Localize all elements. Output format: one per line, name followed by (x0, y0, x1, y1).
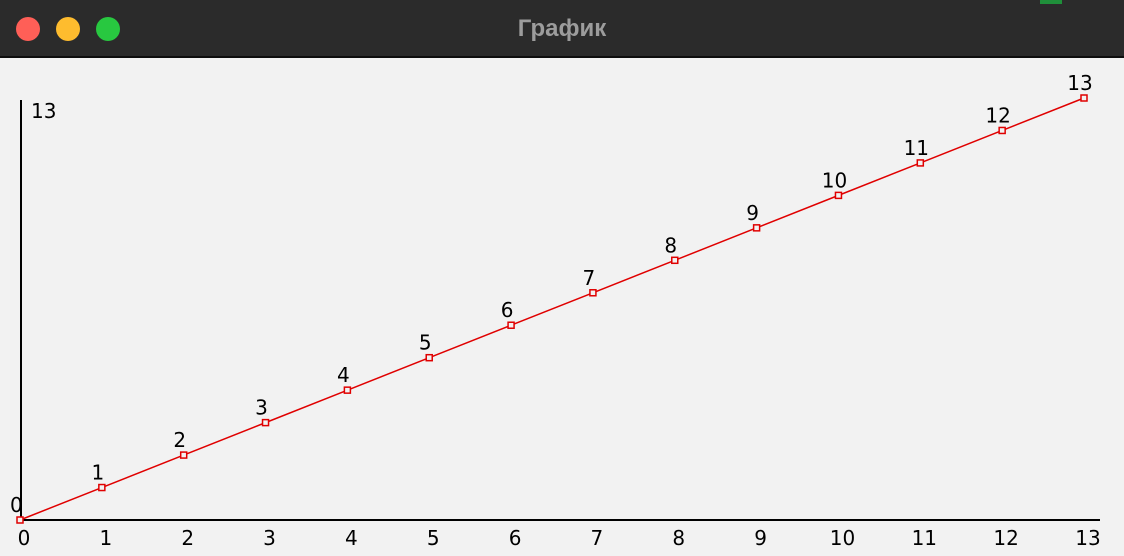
data-point-marker (98, 483, 106, 492)
x-tick-label: 11 (912, 526, 937, 550)
data-point-marker (261, 418, 270, 427)
minimize-window-button[interactable] (56, 17, 80, 41)
data-point-marker (425, 353, 433, 362)
series-line (19, 97, 1085, 521)
x-tick-label: 8 (672, 526, 685, 550)
data-point-marker (752, 224, 761, 232)
x-tick-label: 6 (509, 526, 522, 550)
x-tick-label: 1 (99, 526, 112, 550)
zoom-window-button[interactable] (96, 17, 120, 41)
x-tick-label: 0 (18, 526, 31, 550)
data-point-label: 12 (985, 103, 1010, 127)
data-point-label: 1 (91, 461, 104, 485)
x-tick-label: 3 (263, 526, 276, 550)
data-point-label: 6 (501, 298, 514, 322)
data-point-marker (834, 191, 843, 200)
chart-area: 0 13 0 1 2 3 4 5 6 7 8 9 10 11 12 13 1 2 3 4 5 6 7 8 9 10 11 12 1… (0, 60, 1124, 556)
data-point-label: 11 (904, 136, 929, 160)
data-point-marker (16, 516, 24, 524)
data-point-label: 3 (255, 396, 268, 420)
data-point-marker (1080, 94, 1088, 102)
data-point-label: 9 (746, 201, 759, 225)
data-point-label: 2 (173, 428, 186, 452)
data-point-label: 10 (822, 168, 847, 192)
title-bar[interactable]: График (0, 0, 1124, 58)
x-tick-label: 7 (591, 526, 604, 550)
data-point-label: 13 (1067, 71, 1092, 95)
x-tick-label: 4 (345, 526, 358, 550)
x-tick-label: 12 (993, 526, 1018, 550)
x-tick-label: 5 (427, 526, 440, 550)
x-tick-label: 10 (830, 526, 855, 550)
data-point-label: 8 (664, 233, 677, 257)
line-chart: 0 13 0 1 2 3 4 5 6 7 8 9 10 11 12 13 1234567891011121… (10, 71, 1101, 550)
data-point-marker (343, 386, 352, 394)
x-tick-label: 2 (181, 526, 194, 550)
y-axis-label-min: 0 (10, 493, 23, 517)
x-tick-label: 13 (1075, 526, 1100, 550)
data-point-label: 7 (583, 266, 596, 290)
data-point-marker (998, 126, 1006, 135)
close-window-button[interactable] (16, 17, 40, 41)
data-point-marker (507, 321, 515, 329)
data-point-marker (179, 451, 188, 459)
series-markers (16, 94, 1088, 524)
x-tick-labels: 0 1 2 3 4 5 6 7 8 9 10 11 12 13 (18, 526, 1101, 550)
data-point-marker (589, 289, 597, 297)
window-title: График (517, 15, 607, 42)
x-tick-label: 9 (754, 526, 767, 550)
y-axis-label-max: 13 (31, 99, 56, 123)
data-point-label: 5 (419, 331, 432, 355)
corner-accent (1040, 0, 1062, 4)
data-point-marker (916, 159, 925, 167)
data-point-marker (671, 256, 679, 265)
data-point-label: 4 (337, 363, 350, 387)
